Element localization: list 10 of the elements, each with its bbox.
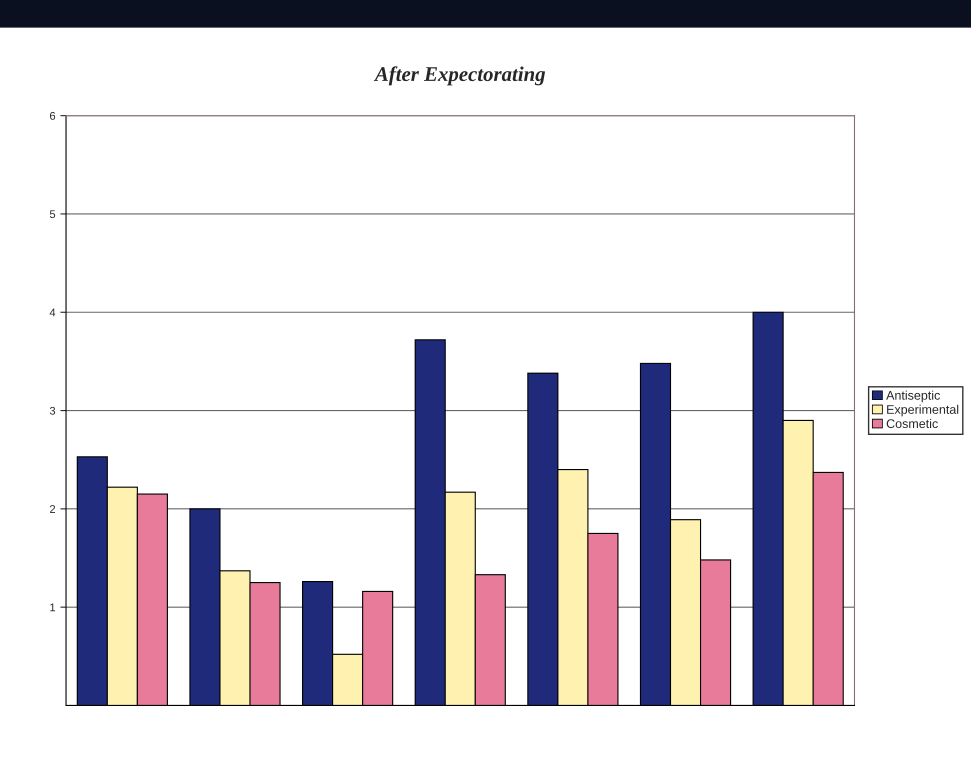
legend-label: Cosmetic [886,418,938,428]
chart-title: After Expectorating [374,66,546,86]
y-tick-label: 4 [50,308,56,316]
y-tick-label: 2 [50,505,56,513]
legend-label: Experimental [887,404,958,416]
y-tick-label: 5 [50,210,56,218]
y-tick-label: 3 [50,406,56,415]
y-tick-label: 6 [50,112,56,120]
y-tick-label: 1 [50,604,56,612]
legend-label: Antiseptic [886,390,940,402]
